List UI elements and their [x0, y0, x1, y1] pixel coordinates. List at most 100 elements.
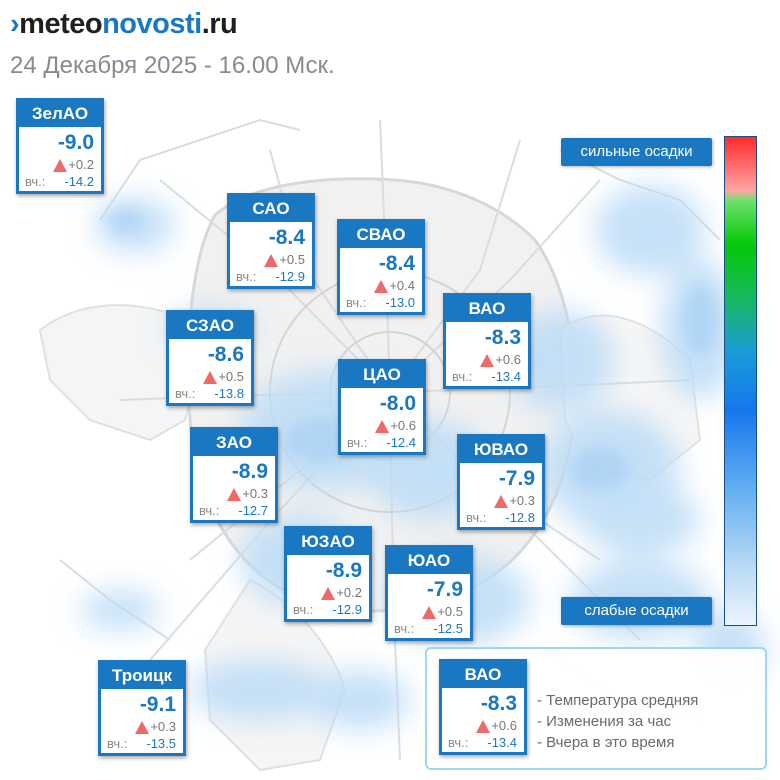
district-change: +0.5	[422, 604, 463, 620]
district-change-value: +0.6	[495, 352, 521, 367]
precipitation-scale-bar	[724, 136, 757, 626]
legend-line-change: - Изменения за час	[537, 713, 672, 730]
district-change-value: +0.5	[218, 369, 244, 384]
district-temp: -8.4	[378, 252, 415, 275]
triangle-up-icon	[480, 353, 495, 367]
district-change: +0.5	[264, 252, 305, 268]
yesterday-label: вч.:	[293, 602, 314, 617]
yesterday-value: -13.8	[214, 386, 244, 401]
yesterday-label: вч.:	[175, 386, 196, 401]
district-yesterday: вч.: -12.5	[394, 621, 463, 637]
triangle-up-icon	[135, 720, 150, 734]
district-card-svao: СВАО -8.4 +0.4 вч.: -13.0	[337, 219, 425, 315]
yesterday-label: вч.:	[199, 503, 220, 518]
legend-sample-card: ВАО -8.3 +0.6 вч.: -13.4	[439, 659, 527, 755]
yesterday-label: вч.:	[346, 295, 367, 310]
district-name: ЮЗАО	[287, 529, 369, 555]
triangle-up-icon	[203, 370, 218, 384]
yesterday-value: -12.7	[238, 503, 268, 518]
triangle-up-icon	[422, 605, 437, 619]
triangle-up-icon	[321, 586, 336, 600]
district-change-value: +0.2	[336, 585, 362, 600]
yesterday-value: -12.8	[505, 510, 535, 525]
district-card-yuvao: ЮВАО -7.9 +0.3 вч.: -12.8	[457, 434, 545, 530]
yesterday-value: -12.4	[386, 435, 416, 450]
district-name: ЮАО	[388, 548, 470, 574]
district-change-value: +0.3	[242, 486, 268, 501]
district-change: +0.4	[374, 278, 415, 294]
district-yesterday: вч.: -12.9	[236, 269, 305, 285]
legend-sample-temp: -8.3	[480, 692, 517, 715]
logo-mark: ›	[10, 8, 20, 40]
legend-sample-change-value: +0.6	[491, 718, 517, 733]
yesterday-label: вч.:	[236, 269, 257, 284]
logo-part-ru: .ru	[201, 8, 238, 40]
district-card-szao: СЗАО -8.6 +0.5 вч.: -13.8	[166, 310, 254, 406]
district-change: +0.3	[494, 493, 535, 509]
district-card-yuzao: ЮЗАО -8.9 +0.2 вч.: -12.9	[284, 526, 372, 622]
triangle-up-icon	[375, 419, 390, 433]
district-yesterday: вч.: -12.7	[199, 503, 268, 519]
legend-sample-change: +0.6	[476, 718, 517, 734]
yesterday-value: -13.4	[487, 735, 517, 750]
district-name: СВАО	[340, 222, 422, 248]
triangle-up-icon	[227, 487, 242, 501]
district-change-value: +0.3	[509, 493, 535, 508]
district-temp: -8.9	[325, 559, 362, 582]
district-temp: -9.1	[139, 693, 176, 716]
yesterday-value: -12.9	[275, 269, 305, 284]
district-name: САО	[230, 196, 312, 222]
district-name: ЗАО	[193, 430, 275, 456]
legend-sample-name: ВАО	[442, 662, 524, 688]
forecast-datetime: 24 Декабря 2025 - 16.00 Мск.	[10, 52, 335, 79]
district-temp: -7.9	[498, 467, 535, 490]
yesterday-label: вч.:	[448, 735, 469, 750]
triangle-up-icon	[264, 253, 279, 267]
yesterday-label: вч.:	[107, 736, 128, 751]
triangle-up-icon	[476, 719, 491, 733]
district-change: +0.3	[135, 719, 176, 735]
legend-line-yesterday: - Вчера в это время	[537, 734, 675, 751]
district-change: +0.6	[375, 418, 416, 434]
district-change-value: +0.5	[279, 252, 305, 267]
district-name: ЗелАО	[19, 101, 101, 127]
site-logo[interactable]: ›meteonovosti.ru	[10, 8, 238, 41]
yesterday-value: -13.4	[491, 369, 521, 384]
district-yesterday: вч.: -12.4	[347, 435, 416, 451]
district-yesterday: вч.: -13.4	[452, 369, 521, 385]
district-name: СЗАО	[169, 313, 251, 339]
district-temp: -8.0	[379, 392, 416, 415]
district-card-troitsk: Троицк -9.1 +0.3 вч.: -13.5	[98, 660, 186, 756]
precip-scale-bottom-label: слабые осадки	[561, 597, 712, 625]
district-temp: -9.0	[57, 131, 94, 154]
district-yesterday: вч.: -14.2	[25, 174, 94, 190]
district-yesterday: вч.: -13.5	[107, 736, 176, 752]
district-yesterday: вч.: -13.0	[346, 295, 415, 311]
district-temp: -7.9	[426, 578, 463, 601]
district-name: ЮВАО	[460, 437, 542, 463]
district-card-yuao: ЮАО -7.9 +0.5 вч.: -12.5	[385, 545, 473, 641]
triangle-up-icon	[53, 158, 68, 172]
district-temp: -8.9	[231, 460, 268, 483]
yesterday-value: -12.9	[332, 602, 362, 617]
district-change: +0.3	[227, 486, 268, 502]
legend-panel: ВАО -8.3 +0.6 вч.: -13.4 - Температура ср…	[425, 647, 767, 770]
district-change-value: +0.4	[389, 278, 415, 293]
yesterday-label: вч.:	[466, 510, 487, 525]
yesterday-value: -12.5	[433, 621, 463, 636]
district-change-value: +0.5	[437, 604, 463, 619]
triangle-up-icon	[374, 279, 389, 293]
district-card-sao: САО -8.4 +0.5 вч.: -12.9	[227, 193, 315, 289]
district-change: +0.5	[203, 369, 244, 385]
district-change-value: +0.2	[68, 157, 94, 172]
precip-scale-top-label: сильные осадки	[561, 138, 712, 166]
district-change: +0.6	[480, 352, 521, 368]
district-change: +0.2	[321, 585, 362, 601]
yesterday-value: -14.2	[64, 174, 94, 189]
district-temp: -8.4	[268, 226, 305, 249]
district-card-vao: ВАО -8.3 +0.6 вч.: -13.4	[443, 293, 531, 389]
district-name: ВАО	[446, 296, 528, 322]
district-card-zao: ЗАО -8.9 +0.3 вч.: -12.7	[190, 427, 278, 523]
yesterday-label: вч.:	[347, 435, 368, 450]
district-yesterday: вч.: -12.9	[293, 602, 362, 618]
